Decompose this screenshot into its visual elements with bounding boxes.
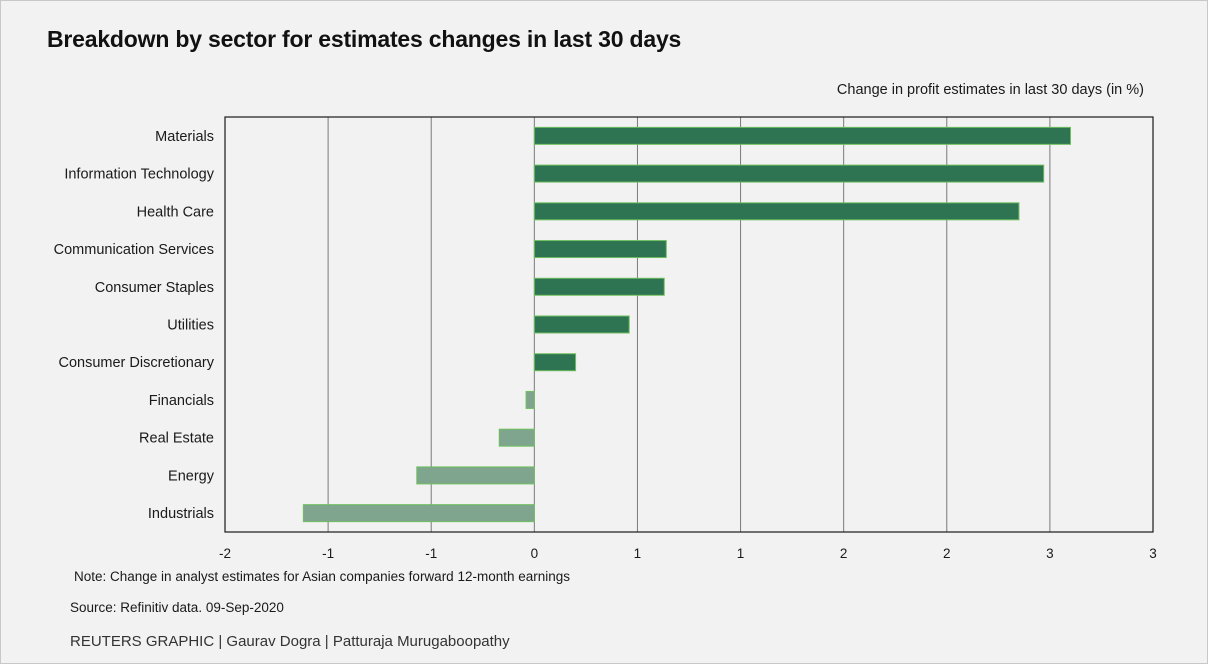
bar (533, 353, 577, 372)
bar (525, 390, 535, 409)
category-label: Real Estate (139, 431, 214, 447)
category-label: Materials (155, 129, 214, 145)
x-tick-label: 2 (840, 546, 848, 561)
x-tick-label: 3 (1149, 546, 1157, 561)
category-label: Information Technology (64, 167, 214, 183)
bar (533, 240, 667, 259)
bar (416, 466, 535, 485)
category-label: Financials (149, 393, 214, 409)
bar (533, 277, 665, 296)
x-tick-label: -1 (322, 546, 334, 561)
category-label: Utilities (167, 318, 214, 334)
x-tick-label: 0 (531, 546, 539, 561)
x-tick-label: -2 (219, 546, 231, 561)
chart-note: Note: Change in analyst estimates for As… (74, 569, 571, 584)
category-label: Consumer Discretionary (58, 355, 214, 371)
category-label: Consumer Staples (95, 280, 214, 296)
x-tick-label: -1 (425, 546, 437, 561)
axis-title: Change in profit estimates in last 30 da… (836, 82, 1144, 98)
plot-area-border (224, 116, 1154, 533)
bar (302, 504, 535, 523)
category-label: Energy (168, 468, 215, 484)
bar (533, 164, 1045, 183)
x-tick-label: 1 (737, 546, 745, 561)
chart-credit: REUTERS GRAPHIC | Gaurav Dogra | Pattura… (70, 633, 510, 650)
x-tick-label: 1 (634, 546, 642, 561)
chart-title: Breakdown by sector for estimates change… (47, 26, 682, 52)
chart-source: Source: Refinitiv data. 09-Sep-2020 (70, 600, 284, 615)
bar (498, 428, 535, 447)
x-tick-label: 2 (943, 546, 951, 561)
bar (533, 126, 1072, 145)
category-label: Industrials (148, 506, 214, 522)
category-label: Communication Services (54, 242, 214, 258)
bar (533, 202, 1020, 221)
x-tick-label: 3 (1046, 546, 1054, 561)
bar (533, 315, 630, 334)
category-label: Health Care (137, 204, 214, 220)
